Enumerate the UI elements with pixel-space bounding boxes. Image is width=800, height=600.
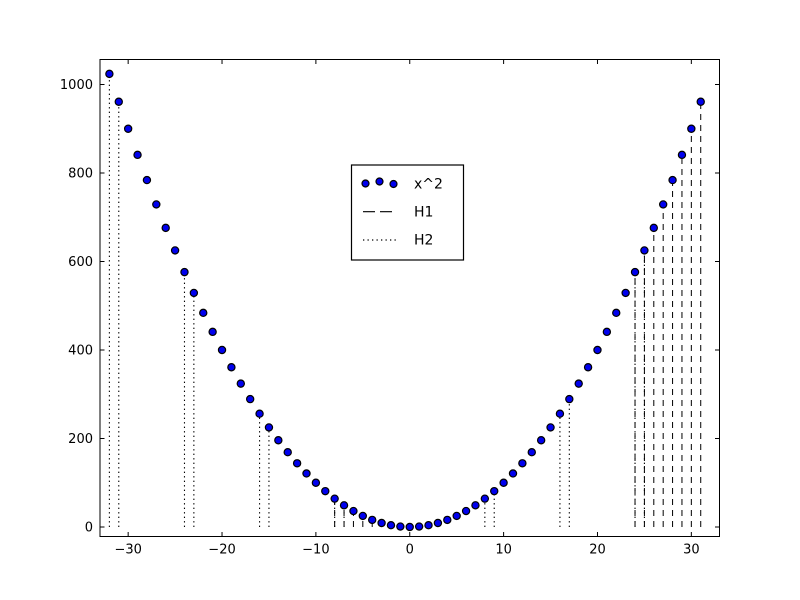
scatter-point — [349, 506, 358, 516]
x-tick-label: 30 — [683, 543, 700, 558]
scatter-point — [555, 409, 565, 418]
y-tick-labels: 0 200 400 600 800 1000 — [60, 78, 93, 535]
scatter-point — [471, 501, 480, 510]
scatter-point — [311, 478, 321, 487]
scatter-point — [424, 521, 433, 530]
scatter-point — [133, 150, 142, 160]
scatter-point — [518, 459, 527, 468]
x-tick-label: −20 — [208, 543, 235, 558]
x-tick-labels: −30 −20 −10 0 10 20 30 — [114, 543, 699, 558]
scatter-point — [358, 511, 368, 521]
scatter-point — [677, 150, 687, 160]
x-tick-label: −10 — [302, 543, 329, 558]
scatter-point — [208, 327, 217, 337]
h2-dotted-vlines — [108, 73, 645, 527]
scatter-point — [377, 518, 386, 528]
scatter-point — [339, 501, 349, 510]
scatter-point — [640, 246, 649, 255]
y-tick-label: 200 — [68, 432, 93, 447]
scatter-point — [283, 448, 292, 457]
scatter-point — [236, 379, 245, 388]
scatter-point — [565, 394, 574, 404]
legend-label-h2: H2 — [414, 233, 433, 249]
scatter-point — [668, 175, 677, 185]
scatter-point — [396, 522, 405, 531]
y-tick-label: 800 — [68, 166, 93, 181]
scatter-point — [264, 423, 274, 432]
x-tick-label: 10 — [495, 543, 512, 558]
scatter-point — [696, 97, 705, 106]
x-tick-label: 20 — [589, 543, 606, 558]
scatter-point — [480, 494, 490, 503]
scatter-point — [217, 345, 227, 355]
scatter-point — [612, 308, 621, 318]
scatter-point — [292, 459, 302, 468]
scatter-point — [499, 478, 508, 487]
scatter-point — [330, 494, 339, 503]
scatter-point — [170, 246, 180, 255]
scatter-point — [368, 515, 377, 525]
legend-scatter-dot-icon — [389, 179, 398, 189]
axes-frame — [99, 59, 720, 537]
scatter-point — [302, 469, 311, 478]
scatter-point — [574, 379, 583, 388]
scatter-point — [630, 267, 640, 277]
legend: x^2 H1 H2 — [350, 164, 465, 261]
scatter-point — [490, 486, 499, 496]
scatter-point — [536, 436, 546, 445]
legend-label-x2: x^2 — [414, 177, 443, 193]
scatter-point — [658, 200, 668, 209]
scatter-point — [443, 515, 452, 525]
axis-ticks — [100, 59, 720, 537]
scatter-point — [255, 409, 264, 418]
legend-scatter-dot-icon — [375, 177, 384, 186]
legend-scatter-dot-icon — [361, 179, 370, 188]
scatter-point — [152, 200, 161, 209]
plot-background — [100, 59, 720, 537]
y-tick-label: 600 — [68, 255, 93, 270]
x-tick-label: −30 — [114, 543, 141, 558]
scatter-point — [583, 363, 593, 372]
y-tick-label: 400 — [68, 343, 93, 358]
scatter-point — [321, 486, 330, 496]
scatter-point — [405, 522, 414, 532]
scatter-point — [687, 124, 696, 133]
legend-entry-x2: x^2 — [361, 177, 443, 193]
y-tick-label: 1000 — [60, 78, 93, 93]
y-tick-label: 0 — [85, 520, 93, 535]
scatter-point — [161, 223, 170, 233]
scatter-point — [414, 522, 424, 531]
scatter-point — [199, 308, 208, 318]
scatter-point — [105, 69, 114, 79]
scatter-point — [508, 469, 518, 478]
scatter-point — [180, 267, 189, 277]
scatter-point — [227, 363, 236, 372]
scatter-point — [433, 518, 443, 528]
scatter-point — [245, 394, 255, 404]
scatter-point — [114, 97, 123, 106]
scatter-point — [527, 448, 536, 457]
scatter-point — [461, 506, 471, 516]
scatter-point — [602, 327, 612, 337]
scatter-point — [274, 436, 283, 445]
scatter-point — [649, 223, 658, 233]
scatter-points — [105, 69, 705, 532]
x-tick-label: 0 — [406, 543, 414, 558]
scatter-point — [386, 521, 396, 530]
scatter-point — [142, 175, 152, 185]
scatter-point — [452, 511, 461, 521]
scatter-point — [123, 124, 133, 133]
legend-box — [350, 164, 465, 261]
legend-label-h1: H1 — [414, 205, 433, 221]
scatter-point — [189, 288, 199, 298]
scatter-point — [593, 345, 602, 355]
legend-entry-h1: H1 — [363, 205, 433, 221]
scatter-point — [621, 288, 630, 298]
legend-entry-h2: H2 — [363, 233, 433, 249]
scatter-point — [546, 423, 555, 432]
